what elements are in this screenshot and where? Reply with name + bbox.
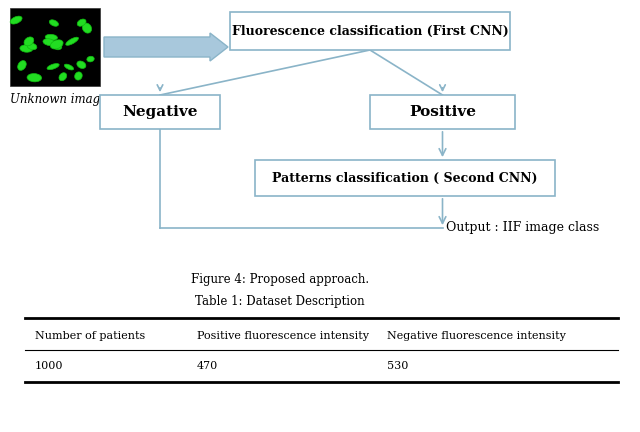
- Ellipse shape: [54, 44, 62, 50]
- Ellipse shape: [59, 73, 67, 81]
- Text: 1000: 1000: [35, 361, 63, 371]
- Text: Positive fluorescence intensity: Positive fluorescence intensity: [197, 331, 369, 341]
- Ellipse shape: [75, 72, 82, 80]
- Ellipse shape: [66, 37, 79, 45]
- Bar: [370, 95, 515, 129]
- Text: Patterns classification ( Second CNN): Patterns classification ( Second CNN): [272, 172, 538, 184]
- Text: Negative fluorescence intensity: Negative fluorescence intensity: [387, 331, 566, 341]
- Text: Output : IIF image class: Output : IIF image class: [447, 222, 600, 235]
- Ellipse shape: [18, 60, 26, 70]
- Ellipse shape: [49, 20, 58, 26]
- Ellipse shape: [45, 34, 58, 40]
- Text: Figure 4: Proposed approach.: Figure 4: Proposed approach.: [191, 273, 369, 286]
- Bar: [10, 8, 100, 86]
- Ellipse shape: [43, 39, 55, 45]
- Ellipse shape: [87, 56, 94, 62]
- Text: 470: 470: [197, 361, 218, 371]
- Ellipse shape: [47, 64, 59, 70]
- Text: Unknown image: Unknown image: [10, 93, 107, 107]
- Text: Table 1: Dataset Description: Table 1: Dataset Description: [195, 295, 365, 308]
- FancyArrow shape: [104, 33, 228, 61]
- Ellipse shape: [20, 45, 33, 52]
- Ellipse shape: [27, 73, 42, 82]
- Ellipse shape: [77, 61, 86, 68]
- Ellipse shape: [83, 23, 92, 33]
- Ellipse shape: [24, 37, 34, 46]
- Bar: [100, 95, 220, 129]
- Text: 530: 530: [387, 361, 408, 371]
- Ellipse shape: [51, 40, 63, 49]
- Bar: [230, 12, 510, 50]
- Text: Fluorescence classification (First CNN): Fluorescence classification (First CNN): [232, 25, 508, 38]
- Ellipse shape: [77, 19, 86, 26]
- Bar: [255, 160, 555, 196]
- Ellipse shape: [10, 16, 22, 24]
- Text: Negative: Negative: [122, 105, 198, 119]
- Ellipse shape: [27, 43, 37, 50]
- Ellipse shape: [65, 64, 74, 70]
- Text: Number of patients: Number of patients: [35, 331, 145, 341]
- Text: Positive: Positive: [409, 105, 476, 119]
